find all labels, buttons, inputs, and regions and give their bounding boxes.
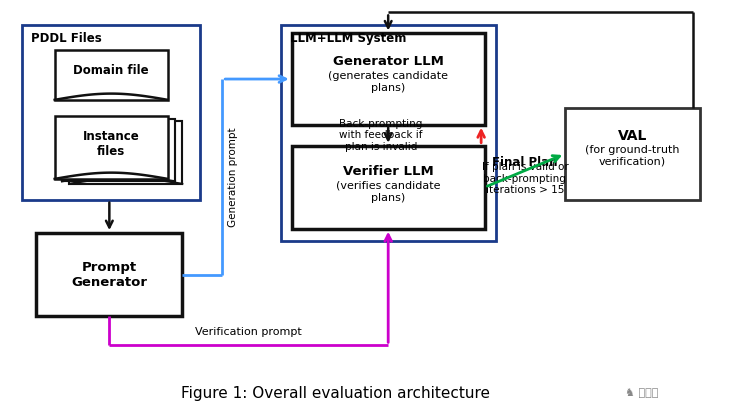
Text: (for ground-truth: (for ground-truth xyxy=(585,145,679,155)
Text: ♞ 新智元: ♞ 新智元 xyxy=(625,388,658,398)
Text: Verification prompt: Verification prompt xyxy=(195,327,302,337)
Text: Figure 1: Overall evaluation architecture: Figure 1: Overall evaluation architectur… xyxy=(181,386,490,401)
Text: plans): plans) xyxy=(371,193,405,203)
FancyBboxPatch shape xyxy=(55,50,168,100)
Text: Prompt
Generator: Prompt Generator xyxy=(71,260,147,289)
Text: PDDL Files: PDDL Files xyxy=(31,32,102,45)
Text: VAL: VAL xyxy=(617,129,647,144)
Text: Back-prompting
with feedback if
plan is invalid: Back-prompting with feedback if plan is … xyxy=(339,119,423,152)
FancyBboxPatch shape xyxy=(22,25,200,200)
FancyBboxPatch shape xyxy=(292,146,485,229)
Text: Generator LLM: Generator LLM xyxy=(332,55,444,68)
FancyBboxPatch shape xyxy=(69,121,182,184)
Text: Verifier LLM: Verifier LLM xyxy=(343,165,434,178)
Text: Generation prompt: Generation prompt xyxy=(228,127,238,227)
Text: If plan is valid or
back-prompting
iterations > 15: If plan is valid or back-prompting itera… xyxy=(482,162,568,196)
FancyBboxPatch shape xyxy=(62,119,175,181)
Text: (generates candidate: (generates candidate xyxy=(328,71,448,81)
FancyBboxPatch shape xyxy=(55,116,168,179)
FancyBboxPatch shape xyxy=(36,233,182,316)
FancyBboxPatch shape xyxy=(281,25,496,241)
Text: Instance
files: Instance files xyxy=(83,129,139,158)
FancyBboxPatch shape xyxy=(292,33,485,125)
FancyBboxPatch shape xyxy=(565,108,700,200)
Text: LLM+LLM System: LLM+LLM System xyxy=(290,32,407,45)
Text: Domain file: Domain file xyxy=(74,64,149,77)
Text: plans): plans) xyxy=(371,83,405,93)
Text: (verifies candidate: (verifies candidate xyxy=(336,180,440,190)
Text: verification): verification) xyxy=(599,156,666,166)
Text: Final Plan: Final Plan xyxy=(492,156,558,169)
